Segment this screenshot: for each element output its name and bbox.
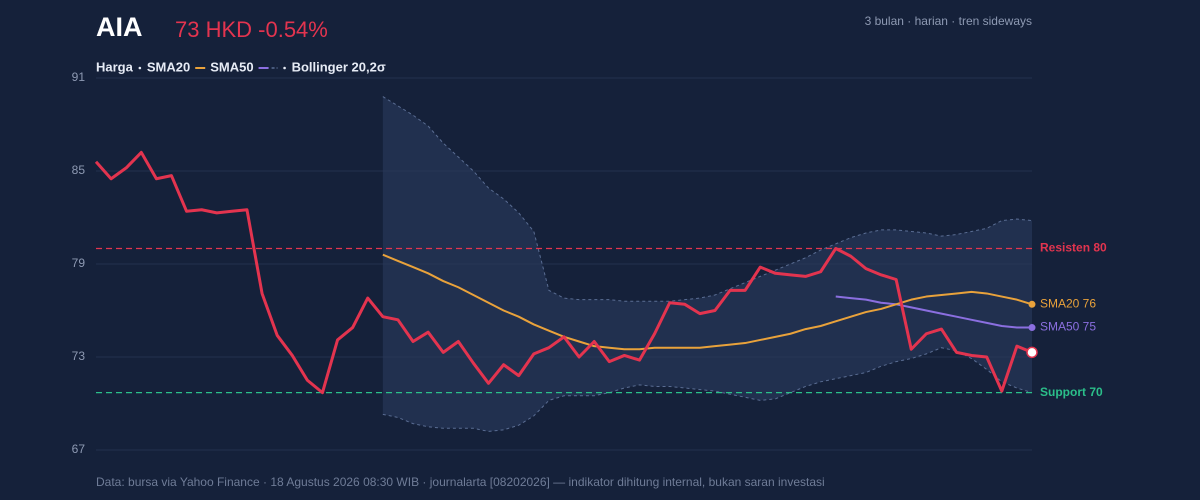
bollinger-lower <box>382 347 1033 432</box>
last-price-marker <box>1026 346 1038 359</box>
chart-title: AIA <box>96 12 143 42</box>
end-dot <box>1028 300 1036 308</box>
end-dot <box>1028 324 1036 332</box>
y-tick-label: 91 <box>72 70 86 84</box>
end-label: SMA50 75 <box>1040 320 1096 334</box>
y-tick-label: 85 <box>72 163 86 177</box>
legend-label: SMA20 <box>147 59 190 74</box>
bollinger-upper <box>382 96 1033 302</box>
legend-label: SMA50 <box>210 59 253 74</box>
series-line <box>382 253 1033 351</box>
level-label: Resisten 80 <box>1040 241 1107 255</box>
legend-label: Harga <box>96 59 134 74</box>
series-line <box>835 295 1032 329</box>
legend: Harga SMA20 SMA50 Bollinger 20,2σ <box>96 59 386 74</box>
legend-separator <box>138 66 142 70</box>
y-tick-label: 79 <box>72 256 86 270</box>
legend-label: Bollinger 20,2σ <box>292 59 386 74</box>
series-line <box>94 150 1033 395</box>
end-label: SMA20 76 <box>1040 296 1096 310</box>
y-tick-label: 67 <box>72 442 86 456</box>
price-label: 73 HKD -0.54% <box>175 17 328 42</box>
level-label: Support 70 <box>1040 385 1103 399</box>
subtitle: 3 bulan · harian · tren sideways <box>865 14 1032 28</box>
y-tick-label: 73 <box>72 349 86 363</box>
source: Data: bursa via Yahoo Finance · 18 Agust… <box>96 475 825 489</box>
legend-separator <box>283 66 286 70</box>
